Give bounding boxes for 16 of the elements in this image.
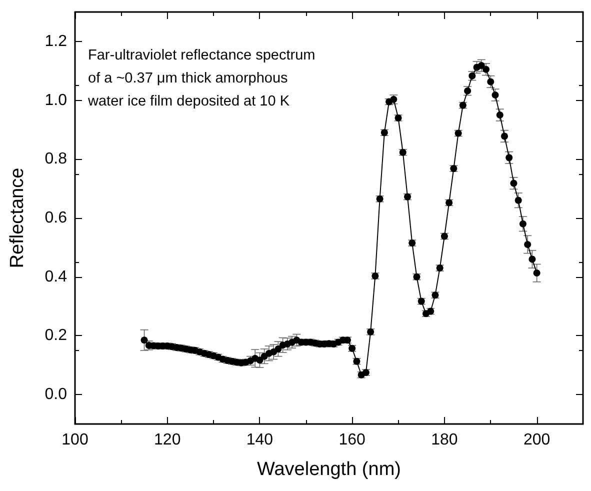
y-tick-label: 0.6 bbox=[44, 210, 68, 226]
y-tick-label: 1.0 bbox=[44, 92, 68, 109]
y-tick-label: 0.0 bbox=[44, 386, 68, 404]
y-axis-title: Reflectance bbox=[7, 168, 28, 268]
annotation: Far-ultraviolet reflectance spectrum of a ~0.37 μm thick amorphous water ice film deposited at 10 K bbox=[87, 48, 316, 110]
x-tick-label: 200 bbox=[523, 432, 550, 448]
x-axis-title: Wavelength (nm) bbox=[257, 459, 401, 480]
y-tick-label: 0.2 bbox=[44, 327, 68, 344]
y-tick-label: 0.4 bbox=[44, 268, 68, 286]
y-tick-label: 0.8 bbox=[44, 150, 68, 168]
x-tick-label: 100 bbox=[62, 432, 88, 448]
x-tick-label: 120 bbox=[154, 432, 181, 448]
y-tick-label: 1.2 bbox=[44, 32, 68, 50]
x-tick-label: 140 bbox=[246, 432, 274, 448]
x-tick-label: 160 bbox=[338, 432, 366, 448]
x-tick-label: 180 bbox=[431, 432, 458, 448]
